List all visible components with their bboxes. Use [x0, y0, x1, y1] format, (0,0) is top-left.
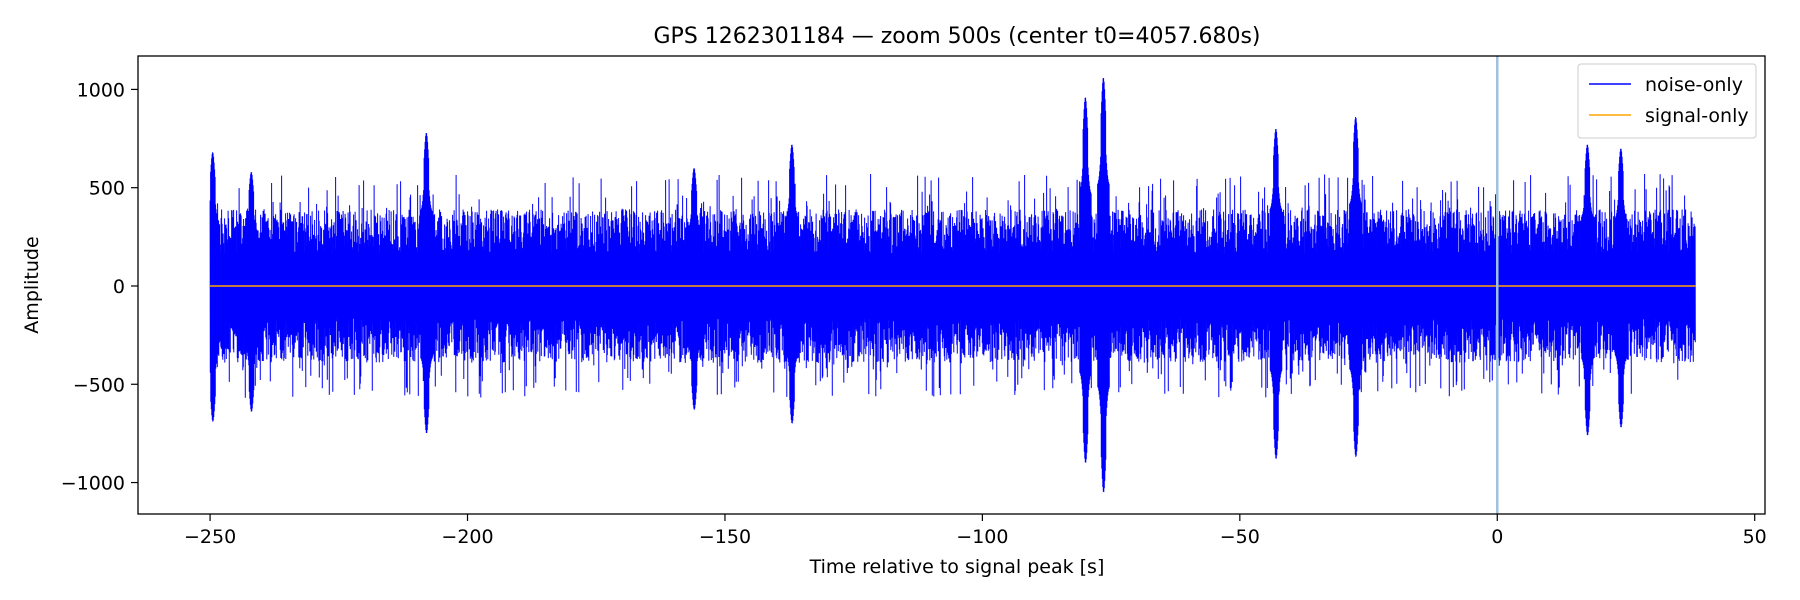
legend: noise-only signal-only: [1577, 63, 1757, 139]
legend-label-noise-only: noise-only: [1645, 74, 1743, 96]
x-tick-label: 0: [1491, 526, 1503, 548]
noise-only-trace: [209, 77, 1696, 493]
chart-title: GPS 1262301184 — zoom 500s (center t0=40…: [654, 24, 1261, 49]
plot-area: [209, 56, 1696, 514]
x-axis-label: Time relative to signal peak [s]: [809, 556, 1105, 578]
series-noise-only: [209, 77, 1696, 493]
y-tick-label: −1000: [61, 473, 125, 495]
y-tick-label: 1000: [77, 79, 125, 101]
legend-label-signal-only: signal-only: [1645, 105, 1749, 127]
y-tick-label: 0: [113, 276, 125, 298]
x-tick-label: −150: [699, 526, 751, 548]
y-axis-label: Amplitude: [21, 236, 43, 333]
x-tick-label: 50: [1743, 526, 1767, 548]
plot-frame: [137, 55, 1766, 515]
x-tick-label: −100: [956, 526, 1008, 548]
legend-box: [1577, 63, 1757, 139]
x-tick-label: −200: [441, 526, 493, 548]
y-tick-label: 500: [89, 178, 125, 200]
y-axis: −1000 −500 0 500 1000: [61, 79, 138, 495]
x-tick-label: −50: [1220, 526, 1260, 548]
x-axis: −250 −200 −150 −100 −50 0 50: [184, 514, 1767, 548]
x-tick-label: −250: [184, 526, 236, 548]
y-tick-label: −500: [73, 374, 125, 396]
